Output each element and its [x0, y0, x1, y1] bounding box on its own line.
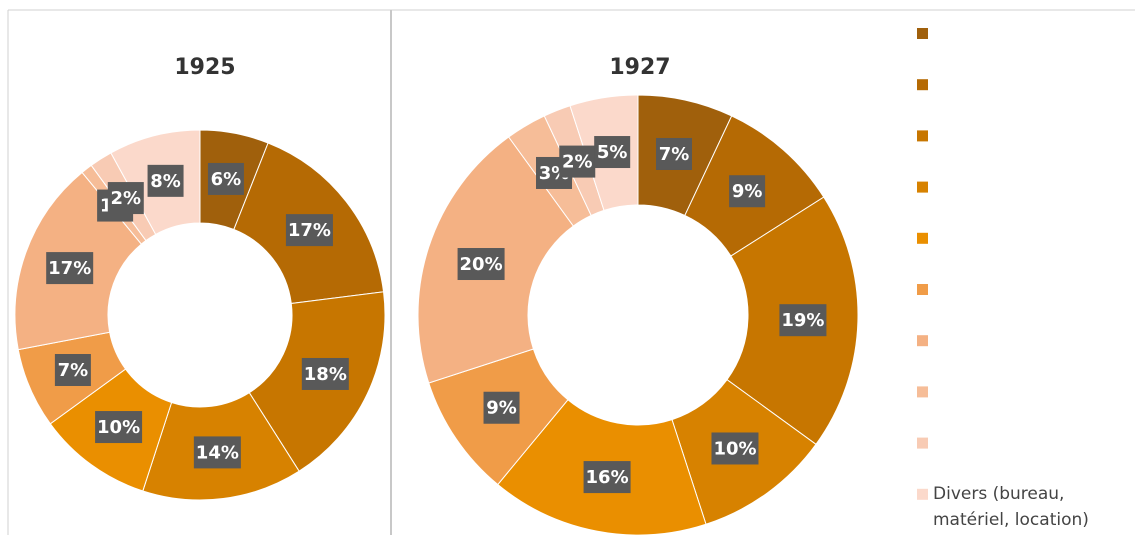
legend-swatch [917, 386, 928, 398]
data-label-box [46, 252, 94, 285]
legend-swatch [917, 181, 928, 193]
legend-swatch [917, 335, 928, 347]
legend-swatch [917, 79, 928, 91]
data-label: 8% [150, 171, 181, 192]
data-label-box [457, 248, 505, 281]
data-label-box [285, 214, 333, 247]
data-label-box [147, 164, 184, 197]
legend-swatch [917, 232, 928, 244]
data-label: 9% [732, 181, 763, 202]
data-label-box [779, 304, 827, 337]
data-label: 2% [562, 152, 593, 173]
data-label: 7% [58, 360, 89, 381]
data-label-box [655, 137, 692, 170]
chart-title: 1927 [609, 55, 670, 80]
legend-swatch [917, 28, 928, 39]
data-label: 2% [111, 188, 142, 209]
data-label: 18% [304, 364, 347, 385]
legend-swatch [917, 284, 928, 295]
data-label: 17% [48, 258, 91, 279]
data-label-box [483, 391, 520, 424]
legend-swatch [917, 437, 928, 449]
legend-label: Divers (bureau, matériel, location) [933, 484, 1089, 530]
data-label-box [583, 461, 631, 494]
data-label-box [729, 175, 766, 208]
data-label: 10% [97, 417, 140, 438]
data-label: 14% [196, 442, 239, 463]
data-label: 19% [781, 310, 824, 331]
data-label-box [193, 436, 241, 469]
data-label: 5% [597, 142, 628, 163]
legend-swatch [917, 488, 928, 500]
chart-title: 1925 [174, 55, 235, 80]
data-label-box [107, 182, 144, 215]
data-label-box [54, 354, 91, 387]
data-label-box [207, 162, 244, 195]
data-label: 6% [211, 169, 242, 190]
data-label: 20% [460, 254, 503, 275]
data-label-box [711, 432, 759, 465]
data-label: 7% [659, 144, 690, 165]
data-label-box [301, 357, 349, 390]
data-label: 9% [486, 398, 517, 419]
legend-label-line: matériel, location) [933, 510, 1089, 530]
data-label-box [594, 136, 631, 169]
legend-label-line: Divers (bureau, [933, 484, 1064, 504]
legend-swatch [917, 130, 928, 142]
data-label-box [95, 411, 143, 444]
data-label: 16% [586, 467, 629, 488]
data-label: 17% [288, 220, 331, 241]
data-label-box [559, 145, 596, 178]
data-label: 10% [713, 438, 756, 459]
